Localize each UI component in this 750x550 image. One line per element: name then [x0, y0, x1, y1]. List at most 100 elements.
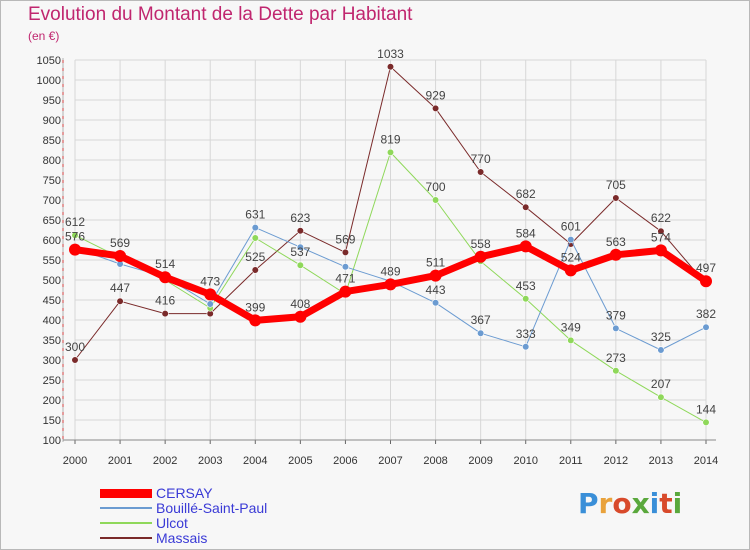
x-tick-label: 2013	[649, 455, 673, 467]
data-label-cersay: 408	[290, 297, 310, 311]
data-label-cersay: 511	[426, 256, 445, 270]
y-tick-label: 550	[43, 255, 61, 267]
data-label-cersay: 514	[155, 257, 175, 271]
x-tick-label: 2001	[108, 455, 132, 467]
x-tick-label: 2007	[378, 455, 402, 467]
x-tick-label: 2006	[333, 455, 357, 467]
proxiti-logo: Proxiti	[578, 487, 683, 520]
x-tick-label: 2000	[63, 455, 87, 467]
axes: 100 150 200 250 300 350 400 450 500 550 600 650 700 7…	[37, 55, 719, 467]
data-label-cersay: 569	[110, 236, 130, 250]
data-label-massais: 447	[110, 281, 130, 295]
data-label-ulcot: 819	[380, 132, 400, 146]
point-ulcot	[296, 261, 304, 269]
y-tick-label: 650	[43, 215, 61, 227]
data-label-massais: 705	[606, 178, 626, 192]
data-label-ulcot: 700	[426, 180, 446, 194]
y-tick-label: 600	[43, 235, 61, 247]
point-massais	[431, 104, 440, 112]
point-bouill-saint-paul	[522, 343, 530, 351]
data-label-massais: 416	[155, 294, 175, 308]
y-tick-label: 1000	[37, 75, 61, 87]
series-lines	[69, 63, 712, 427]
legend-swatch	[100, 488, 152, 498]
data-label-bouill-saint-paul: 382	[696, 307, 716, 321]
x-tick-label: 2003	[198, 455, 222, 467]
data-label-ulcot: 144	[696, 402, 716, 416]
data-label-cersay: 563	[606, 235, 626, 249]
data-label-massais: 929	[426, 88, 446, 102]
data-label-massais: 300	[65, 340, 85, 354]
point-cersay	[519, 240, 532, 253]
data-label-massais: 525	[245, 250, 265, 264]
x-tick-label: 2014	[694, 455, 718, 467]
data-label-cersay: 558	[471, 237, 491, 251]
point-ulcot	[386, 148, 395, 156]
point-bouill-saint-paul	[431, 299, 440, 307]
data-label-massais: 682	[516, 187, 536, 201]
x-tick-label: 2012	[604, 455, 628, 467]
point-cersay	[294, 310, 307, 323]
point-bouill-saint-paul	[657, 346, 665, 354]
x-tick-label: 2008	[423, 455, 447, 467]
data-label-massais: 569	[335, 232, 355, 246]
point-ulcot	[567, 336, 575, 345]
point-ulcot	[612, 367, 620, 375]
point-bouill-saint-paul	[206, 300, 214, 308]
data-label-ulcot: 273	[606, 351, 626, 365]
legend-label: CERSAY	[156, 485, 213, 501]
point-cersay	[249, 314, 262, 327]
point-massais	[161, 310, 169, 318]
point-ulcot	[71, 231, 79, 239]
data-label-cersay: 399	[245, 300, 265, 314]
point-bouill-saint-paul	[341, 263, 350, 271]
legend-label: Massais	[156, 530, 208, 546]
point-massais	[251, 266, 259, 274]
data-label-cersay: 471	[335, 272, 355, 286]
x-tick-label: 2011	[559, 455, 583, 467]
point-cersay	[159, 271, 172, 284]
data-label-cersay: 576	[65, 230, 85, 244]
legend-swatch	[100, 507, 152, 509]
data-label-cersay: 473	[200, 274, 220, 288]
y-tick-label: 150	[43, 415, 61, 427]
y-tick-label: 500	[43, 275, 61, 287]
point-bouill-saint-paul	[612, 324, 620, 333]
point-cersay	[429, 269, 442, 282]
y-tick-label: 350	[43, 335, 61, 347]
data-label-cersay: 489	[380, 264, 400, 278]
data-labels: 300 447 416 525 623 569 1033 929 770 682 705 622 612…	[65, 47, 716, 417]
point-cersay	[564, 264, 577, 277]
data-label-ulcot: 537	[290, 245, 310, 259]
legend-swatch	[100, 537, 152, 539]
point-cersay	[654, 244, 667, 257]
y-tick-label: 1050	[37, 55, 61, 67]
data-label-ulcot: 349	[561, 320, 581, 334]
point-massais	[522, 203, 530, 211]
point-massais	[296, 227, 304, 235]
point-ulcot	[702, 418, 710, 427]
data-label-bouill-saint-paul: 379	[606, 308, 626, 322]
data-label-bouill-saint-paul: 333	[516, 327, 536, 341]
point-massais	[477, 168, 485, 176]
chart-subtitle: (en €)	[28, 29, 60, 43]
data-label-cersay: 524	[561, 250, 581, 264]
y-tick-label: 900	[43, 115, 61, 127]
point-ulcot	[522, 295, 530, 303]
data-label-bouill-saint-paul: 367	[471, 313, 491, 327]
point-massais	[71, 356, 79, 364]
y-tick-label: 250	[43, 375, 61, 387]
point-massais	[341, 248, 350, 256]
point-bouill-saint-paul	[296, 243, 304, 251]
data-label-massais: 1033	[377, 47, 404, 61]
point-cersay	[609, 248, 622, 261]
y-tick-label: 100	[43, 435, 61, 447]
data-label-massais: 623	[290, 211, 310, 225]
data-label-cersay: 497	[696, 261, 716, 275]
point-ulcot	[251, 234, 259, 242]
legend-swatch	[100, 522, 152, 524]
data-label-ulcot: 207	[651, 377, 671, 391]
y-tick-label: 800	[43, 155, 61, 167]
y-tick-label: 950	[43, 95, 61, 107]
